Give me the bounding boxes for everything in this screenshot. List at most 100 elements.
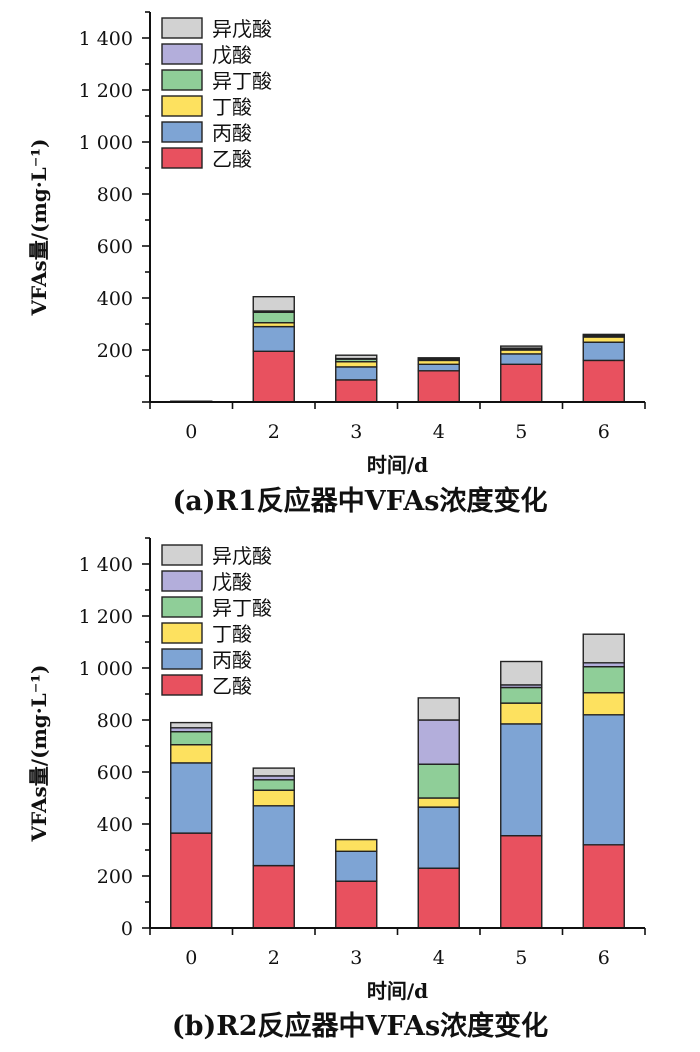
legend-swatch-丁酸 (161, 95, 203, 117)
bar-异丁酸-6 (582, 666, 625, 694)
legend-label: 戊酸 (212, 570, 252, 594)
y-tick-label: 400 (97, 288, 133, 310)
bar-异戊酸-2 (252, 767, 295, 777)
bar-丙酸-6 (582, 714, 625, 846)
y-tick-label: 1 000 (79, 132, 133, 154)
legend-swatch-异戊酸 (161, 17, 203, 39)
y-tick-label: 1 200 (79, 80, 133, 102)
y-tick-label: 600 (97, 762, 133, 784)
y-tick-label: 0 (121, 918, 133, 940)
legend-swatch-戊酸 (161, 570, 203, 592)
x-axis-title: 时间/d (367, 453, 428, 477)
bar-丙酸-5 (500, 723, 543, 837)
y-tick-label: 1 000 (79, 658, 133, 680)
x-tick-label: 6 (598, 947, 610, 969)
bar-乙酸-6 (582, 844, 625, 929)
chart-caption: (b)R2反应器中VFAs浓度变化 (172, 1010, 548, 1042)
legend-label: 异丁酸 (212, 596, 272, 620)
legend-label: 丙酸 (212, 648, 252, 672)
bar-丁酸-3 (335, 838, 378, 852)
bar-异戊酸-6 (582, 633, 625, 664)
y-tick-label: 800 (97, 710, 133, 732)
bar-丁酸-0 (170, 744, 213, 764)
bar-丙酸-2 (252, 325, 295, 353)
y-tick-label: 1 400 (79, 28, 133, 50)
bar-丙酸-3 (335, 366, 378, 381)
bar-异戊酸-0 (170, 721, 213, 729)
bar-丁酸-5 (500, 702, 543, 725)
bar-乙酸-2 (252, 864, 295, 929)
y-tick-label: 1 200 (79, 606, 133, 628)
legend-swatch-乙酸 (161, 674, 203, 696)
legend-swatch-异丁酸 (161, 596, 203, 618)
bar-异戊酸-5 (500, 345, 543, 349)
x-tick-label: 6 (598, 421, 610, 443)
x-tick-label: 2 (268, 421, 280, 443)
bar-丙酸-4 (417, 363, 460, 372)
legend-label: 丁酸 (212, 95, 252, 119)
x-tick-label: 5 (515, 421, 527, 443)
bar-丁酸-6 (582, 692, 625, 716)
legend-label: 异丁酸 (212, 69, 272, 93)
chart-caption: (a)R1反应器中VFAs浓度变化 (173, 485, 548, 517)
bar-丙酸-6 (582, 341, 625, 362)
legend-swatch-乙酸 (161, 147, 203, 169)
bar-戊酸-4 (417, 719, 460, 765)
bar-丁酸-4 (417, 797, 460, 808)
y-tick-label: 1 400 (79, 554, 133, 576)
legend-swatch-异丁酸 (161, 69, 203, 91)
y-tick-label: 400 (97, 814, 133, 836)
legend-label: 乙酸 (212, 674, 252, 698)
bar-丙酸-5 (500, 353, 543, 365)
legend-swatch-丙酸 (161, 648, 203, 670)
bar-丁酸-3 (335, 361, 378, 368)
x-tick-label: 4 (433, 947, 445, 969)
bar-异戊酸-4 (417, 697, 460, 721)
legend-swatch-异戊酸 (161, 544, 203, 566)
bar-丁酸-2 (252, 789, 295, 807)
x-tick-label: 5 (515, 947, 527, 969)
bar-乙酸-6 (582, 359, 625, 403)
bar-异丁酸-4 (417, 763, 460, 799)
bar-乙酸-4 (417, 370, 460, 403)
bar-丙酸-4 (417, 806, 460, 869)
x-tick-label: 3 (350, 947, 362, 969)
y-tick-label: 200 (97, 340, 133, 362)
legend-swatch-丙酸 (161, 121, 203, 143)
bar-异戊酸-3 (335, 354, 378, 360)
y-tick-label: 200 (97, 866, 133, 888)
y-tick-label: 800 (97, 184, 133, 206)
legend-label: 乙酸 (212, 147, 252, 171)
bar-乙酸-5 (500, 363, 543, 403)
x-tick-label: 0 (185, 421, 197, 443)
legend-label: 丁酸 (212, 622, 252, 646)
bar-乙酸-5 (500, 835, 543, 929)
legend-label: 异戊酸 (212, 17, 272, 41)
chart-r1: 0 2 3 4 5 6 200 400 600 800 1 000 1 200 1 400 时间/d VFA… (27, 11, 646, 517)
bar-异丁酸-2 (252, 311, 295, 324)
bar-丁酸-6 (582, 336, 625, 343)
y-axis-title: VFAs量/(mg·L⁻¹) (27, 138, 51, 316)
bar-乙酸-2 (252, 350, 295, 403)
bar-异戊酸-2 (252, 296, 295, 312)
chart-r2: 0 2 3 4 5 6 0 200 400 600 800 1 000 1 200 1 400 时间/d VF… (27, 537, 646, 1042)
bar-乙酸-0 (170, 832, 213, 929)
legend-label: 丙酸 (212, 121, 252, 145)
x-tick-label: 2 (268, 947, 280, 969)
bar-异戊酸-6 (582, 333, 625, 337)
y-axis-title: VFAs量/(mg·L⁻¹) (27, 664, 51, 842)
x-tick-label: 4 (433, 421, 445, 443)
bar-乙酸-3 (335, 379, 378, 403)
x-tick-label: 0 (185, 947, 197, 969)
legend-label: 戊酸 (212, 43, 252, 67)
bar-异戊酸-5 (500, 660, 543, 686)
bar-异丁酸-0 (170, 731, 213, 746)
legend-label: 异戊酸 (212, 544, 272, 568)
bar-异丁酸-5 (500, 686, 543, 704)
bar-乙酸-3 (335, 880, 378, 929)
legend-swatch-丁酸 (161, 622, 203, 644)
bar-异丁酸-2 (252, 779, 295, 791)
bar-丙酸-2 (252, 805, 295, 867)
bar-乙酸-4 (417, 867, 460, 929)
